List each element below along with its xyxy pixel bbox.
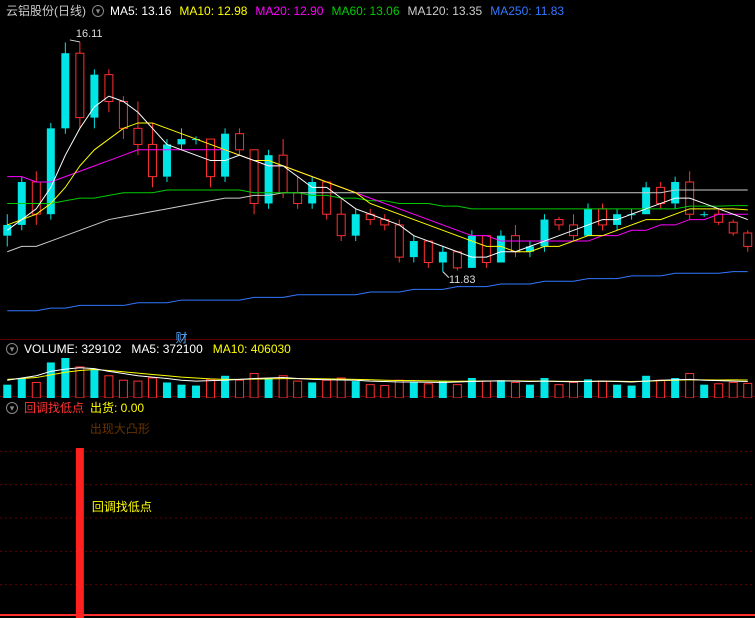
- indicator-sub: 出货: 0.00: [90, 399, 144, 416]
- volume-panel: ▾ VOLUME: 329102MA5: 372100MA10: 406030: [0, 340, 755, 397]
- indicator-panel: ▾ 回调找低点 出货: 0.00 出现大凸形 回调找低点: [0, 397, 755, 616]
- collapse-icon[interactable]: ▾: [6, 343, 18, 355]
- indicator-title: 回调找低点: [24, 399, 84, 416]
- indicator-chart[interactable]: 出现大凸形 回调找低点: [0, 418, 755, 618]
- volume-chart[interactable]: [0, 358, 755, 398]
- stock-title: 云铝股份(日线): [6, 2, 86, 19]
- indicator-header: ▾ 回调找低点 出货: 0.00: [0, 397, 755, 418]
- candle-panel: 云铝股份(日线) ▾ MA5: 13.16MA10: 12.98MA20: 12…: [0, 0, 755, 340]
- indicator-label: 回调找低点: [92, 498, 152, 515]
- collapse-icon[interactable]: ▾: [92, 5, 104, 17]
- candle-chart[interactable]: 16.11 11.83 财: [0, 21, 755, 343]
- candle-header: 云铝股份(日线) ▾ MA5: 13.16MA10: 12.98MA20: 12…: [0, 0, 755, 21]
- volume-legend: VOLUME: 329102MA5: 372100MA10: 406030: [24, 342, 301, 356]
- indicator-faded-text: 出现大凸形: [90, 420, 150, 437]
- collapse-icon[interactable]: ▾: [6, 402, 18, 414]
- ma-legend: MA5: 13.16MA10: 12.98MA20: 12.90MA60: 13…: [110, 4, 572, 18]
- volume-header: ▾ VOLUME: 329102MA5: 372100MA10: 406030: [0, 340, 755, 358]
